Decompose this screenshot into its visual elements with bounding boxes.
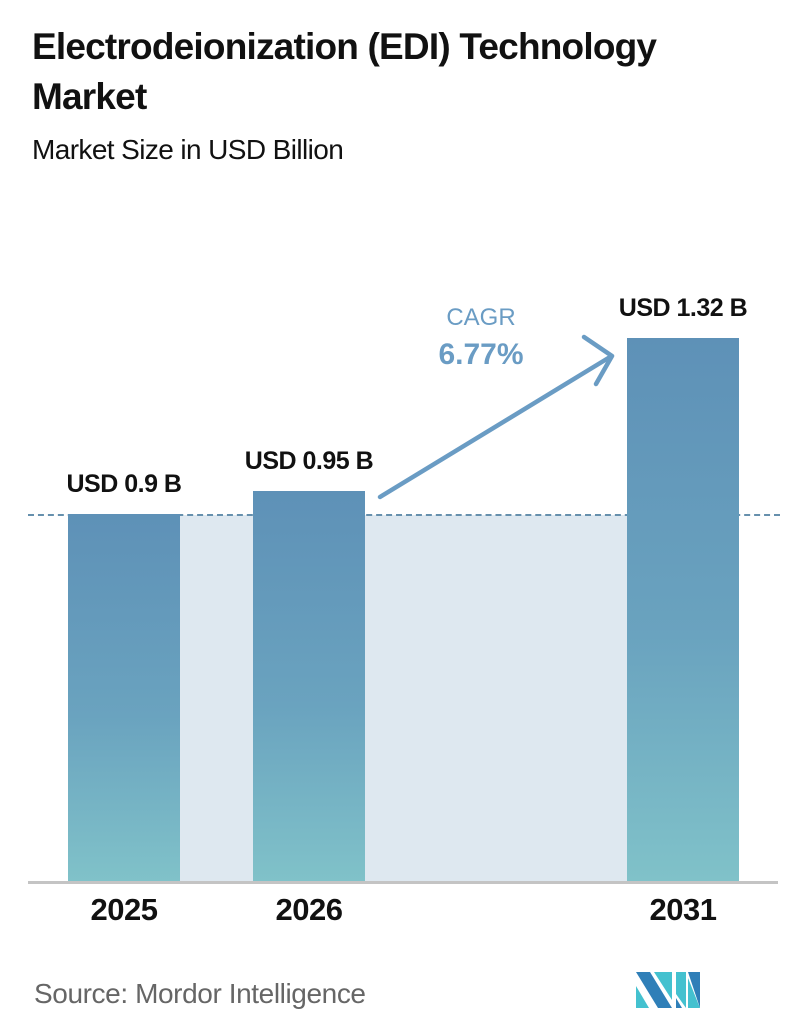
bar-2025 — [68, 514, 180, 882]
reference-dashed-line — [28, 514, 780, 516]
x-tick-2026: 2026 — [275, 892, 343, 927]
value-label-2025: USD 0.9 B — [66, 470, 182, 498]
shade-region-1 — [180, 515, 253, 882]
x-tick-2031: 2031 — [649, 892, 717, 927]
bar-2026 — [253, 491, 365, 882]
shade-region-2 — [365, 515, 627, 882]
chart-subtitle: Market Size in USD Billion — [32, 134, 344, 165]
cagr-label: CAGR — [446, 304, 516, 331]
chart-title: Electrodeionization (EDI) Technology Mar… — [32, 26, 657, 117]
source-text: Source: Mordor Intelligence — [34, 978, 366, 1009]
mordor-intelligence-logo-icon — [636, 972, 700, 1008]
cagr-value: 6.77% — [438, 338, 524, 371]
bar-2031 — [627, 338, 739, 882]
x-tick-2025: 2025 — [90, 892, 158, 927]
value-label-2026: USD 0.95 B — [244, 447, 374, 475]
x-axis-baseline — [28, 881, 778, 884]
value-label-2031: USD 1.32 B — [618, 294, 748, 322]
